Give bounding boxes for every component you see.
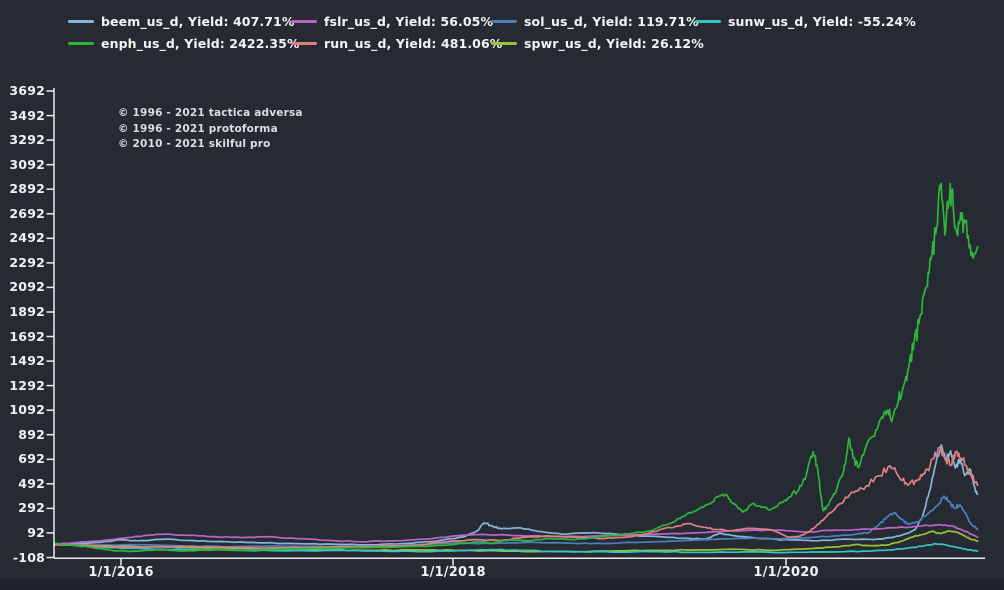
legend-label: beem_us_d, Yield: 407.71% [101,14,295,29]
legend-swatch-icon [291,42,317,45]
x-axis-label: 1/1/2020 [753,565,819,580]
x-axis-label: 1/1/2018 [420,565,486,580]
series-line-enph_us_d[interactable] [53,182,979,553]
y-axis-label: 2892 [9,181,45,197]
y-axis-label: 692 [18,451,45,467]
legend-swatch-icon [695,20,721,23]
y-axis-label: 3092 [9,156,45,172]
legend-item-sunw[interactable]: sunw_us_d, Yield: -55.24% [695,13,916,30]
watermark-line: © 1996 - 2021 protoforma [118,122,278,135]
y-axis-label: 3292 [9,132,45,148]
legend: beem_us_d, Yield: 407.71% fslr_us_d, Yiel… [0,0,1004,60]
y-axis-label: -108 [12,549,45,565]
legend-item-beem[interactable]: beem_us_d, Yield: 407.71% [68,13,294,30]
legend-item-sol[interactable]: sol_us_d, Yield: 119.71% [491,13,699,30]
y-axis-label: 1492 [9,353,45,369]
y-axis-label: 292 [18,500,45,516]
y-axis-label: 3492 [9,107,45,123]
series-line-fslr_us_d[interactable] [53,523,979,545]
y-axis-label: 1892 [9,303,45,319]
y-axis-label: 1292 [9,377,45,393]
legend-label: fslr_us_d, Yield: 56.05% [324,14,494,29]
y-axis-label: 2492 [9,230,45,246]
bottom-scroll-track[interactable] [0,579,1004,590]
y-axis-label: 492 [18,475,45,491]
legend-label: enph_us_d, Yield: 2422.35% [101,36,300,51]
legend-item-spwr[interactable]: spwr_us_d, Yield: 26.12% [491,35,704,52]
legend-swatch-icon [68,20,94,23]
legend-label: sol_us_d, Yield: 119.71% [524,14,699,29]
legend-swatch-icon [491,42,517,45]
legend-item-enph[interactable]: enph_us_d, Yield: 2422.35% [68,35,300,52]
legend-swatch-icon [291,20,317,23]
series-line-beem_us_d[interactable] [53,443,979,546]
y-axis-label: 2292 [9,254,45,270]
legend-swatch-icon [68,42,94,45]
y-axis-label: 92 [27,524,45,540]
y-axis-label: 2092 [9,279,45,295]
legend-swatch-icon [491,20,517,23]
legend-item-fslr[interactable]: fslr_us_d, Yield: 56.05% [291,13,493,30]
legend-label: spwr_us_d, Yield: 26.12% [524,36,704,51]
y-axis-label: 1692 [9,328,45,344]
watermark-line: © 1996 - 2021 tactica adversa [118,107,303,119]
series-line-run_us_d[interactable] [53,446,979,549]
legend-label: run_us_d, Yield: 481.06% [324,36,503,51]
x-axis-label: 1/1/2016 [88,565,154,580]
watermark: © 1996 - 2021 tactica adversa © 1996 - 2… [118,106,303,153]
legend-item-run[interactable]: run_us_d, Yield: 481.06% [291,35,502,52]
legend-label: sunw_us_d, Yield: -55.24% [728,14,916,29]
y-axis-label: 3692 [9,83,45,98]
y-axis-label: 892 [18,426,45,442]
watermark-line: © 2010 - 2021 skilful pro [118,138,271,150]
y-axis-label: 1092 [9,402,45,418]
y-axis-label: 2692 [9,205,45,221]
